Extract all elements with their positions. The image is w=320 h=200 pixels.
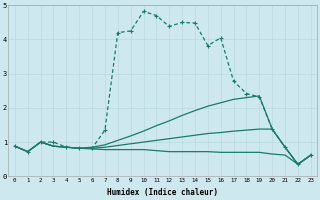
X-axis label: Humidex (Indice chaleur): Humidex (Indice chaleur) [107, 188, 218, 197]
